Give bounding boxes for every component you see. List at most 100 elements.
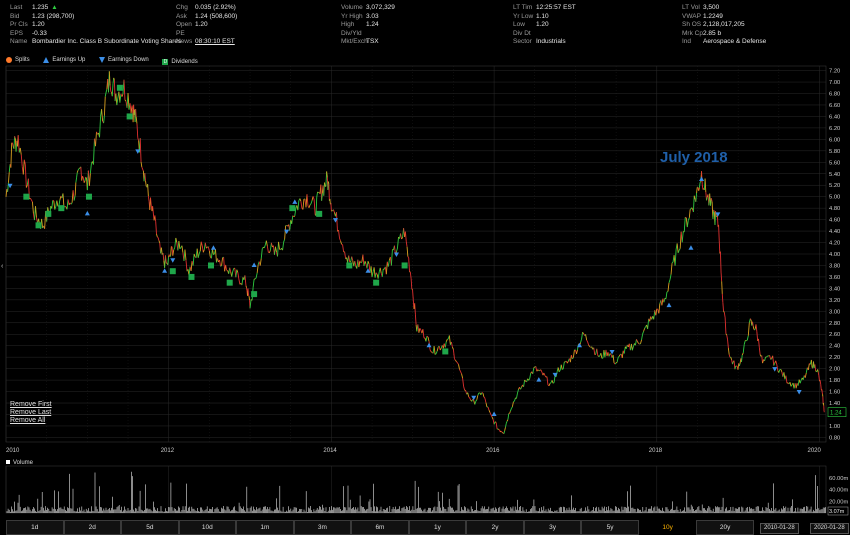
tab-5y[interactable]: 5y <box>581 520 639 535</box>
legend-earnings-up[interactable]: Earnings Up <box>43 57 85 63</box>
quote-col-4: LT Tim 12:25:57 EST Yr Low 1.10 Low 1.20 Div D… <box>513 4 576 47</box>
chart-legend: Splits Earnings Up Earnings Down D Divide… <box>6 57 210 67</box>
quote-value: 1.20 <box>32 21 45 29</box>
price-segment <box>551 380 554 384</box>
price-segment <box>20 154 23 167</box>
price-segment <box>22 159 25 175</box>
price-segment <box>666 291 669 293</box>
remove-last-link[interactable]: Remove Last <box>10 409 52 416</box>
tab-6m[interactable]: 6m <box>351 520 409 535</box>
price-segment <box>671 261 674 264</box>
price-segment <box>513 400 515 403</box>
price-segment <box>754 328 756 331</box>
price-segment <box>167 257 169 266</box>
price-segment <box>687 217 690 221</box>
price-segment <box>438 345 441 351</box>
x-tick-label: 2020 <box>807 448 821 454</box>
y-tick-label: 2.80 <box>829 321 840 327</box>
dividend-marker <box>401 262 408 269</box>
price-segment <box>805 367 808 374</box>
price-segment <box>302 199 305 210</box>
price-segment <box>317 191 319 193</box>
y-tick-label: 1.00 <box>829 424 840 430</box>
legend-dividends[interactable]: D Dividends <box>162 59 198 65</box>
price-segment <box>569 355 572 363</box>
price-segment <box>284 225 287 240</box>
price-segment <box>121 93 124 97</box>
remove-all-link[interactable]: Remove All <box>10 417 46 424</box>
price-segment <box>725 333 728 336</box>
price-segment <box>476 395 479 400</box>
tab-20y[interactable]: 20y <box>696 520 754 535</box>
tab-5d[interactable]: 5d <box>121 520 179 535</box>
quote-value: -0.33 <box>32 29 47 37</box>
price-segment <box>260 248 263 259</box>
price-segment <box>205 246 208 249</box>
tab-1y[interactable]: 1y <box>408 520 467 535</box>
price-segment <box>150 197 152 206</box>
remove-first-link[interactable]: Remove First <box>10 401 52 408</box>
earnings-up-icon <box>43 57 50 63</box>
price-segment <box>600 353 603 359</box>
start-date-field[interactable]: 2010-01-28 <box>760 523 799 534</box>
price-segment <box>248 295 250 297</box>
y-tick-label: 6.00 <box>829 137 840 143</box>
quote-field-news[interactable]: News 08:30:10 EST <box>176 38 237 47</box>
price-segment <box>178 240 181 249</box>
price-segment <box>292 215 295 218</box>
price-segment <box>712 209 715 220</box>
collapse-handle-icon[interactable]: ‹ <box>1 263 4 270</box>
end-date-field[interactable]: 2020-01-28 <box>810 523 849 534</box>
legend-splits[interactable]: Splits <box>6 57 30 63</box>
price-segment <box>726 335 729 340</box>
tab-2d[interactable]: 2d <box>63 520 122 535</box>
tab-10y[interactable]: 10y <box>638 520 697 535</box>
price-segment <box>814 364 817 371</box>
price-segment <box>674 249 677 266</box>
tab-1m[interactable]: 1m <box>236 520 294 535</box>
price-segment <box>562 368 564 370</box>
price-segment <box>436 347 439 352</box>
legend-earnings-down[interactable]: Earnings Down <box>99 57 149 63</box>
price-segment <box>254 277 257 280</box>
tab-1d[interactable]: 1d <box>6 520 64 535</box>
dividend-marker <box>316 210 323 217</box>
price-segment <box>41 218 44 229</box>
price-segment <box>733 360 736 370</box>
price-segment <box>93 138 95 165</box>
tab-2y[interactable]: 2y <box>466 520 524 535</box>
price-segment <box>695 192 698 202</box>
price-segment <box>358 260 361 268</box>
price-segment <box>769 355 772 360</box>
price-segment <box>283 239 286 243</box>
earnings-down-marker <box>715 212 721 217</box>
price-segment <box>289 220 292 231</box>
price-segment <box>689 208 692 210</box>
price-segment <box>219 259 222 267</box>
earnings-down-marker <box>332 218 338 223</box>
price-segment <box>101 109 104 122</box>
price-segment <box>70 202 73 205</box>
quote-key: Volume <box>341 4 363 11</box>
price-segment <box>202 249 205 253</box>
y-tick-label: 6.20 <box>829 126 840 132</box>
price-segment <box>247 288 249 296</box>
price-segment <box>511 401 514 407</box>
price-segment <box>344 251 347 260</box>
price-segment <box>538 369 541 372</box>
tab-3m[interactable]: 3m <box>293 520 352 535</box>
price-segment <box>741 352 744 356</box>
tab-10d[interactable]: 10d <box>178 520 237 535</box>
price-segment <box>51 200 54 209</box>
price-segment <box>683 217 686 232</box>
tab-3y[interactable]: 3y <box>523 520 582 535</box>
y-tick-label: 4.00 <box>829 252 840 258</box>
price-segment <box>723 310 725 313</box>
quote-value: 1.24 <box>366 21 379 29</box>
price-segment <box>89 163 92 174</box>
price-segment <box>82 177 85 183</box>
price-segment <box>459 369 461 372</box>
y-tick-label: 7.20 <box>829 69 840 75</box>
y-tick-label: 3.40 <box>829 286 840 292</box>
